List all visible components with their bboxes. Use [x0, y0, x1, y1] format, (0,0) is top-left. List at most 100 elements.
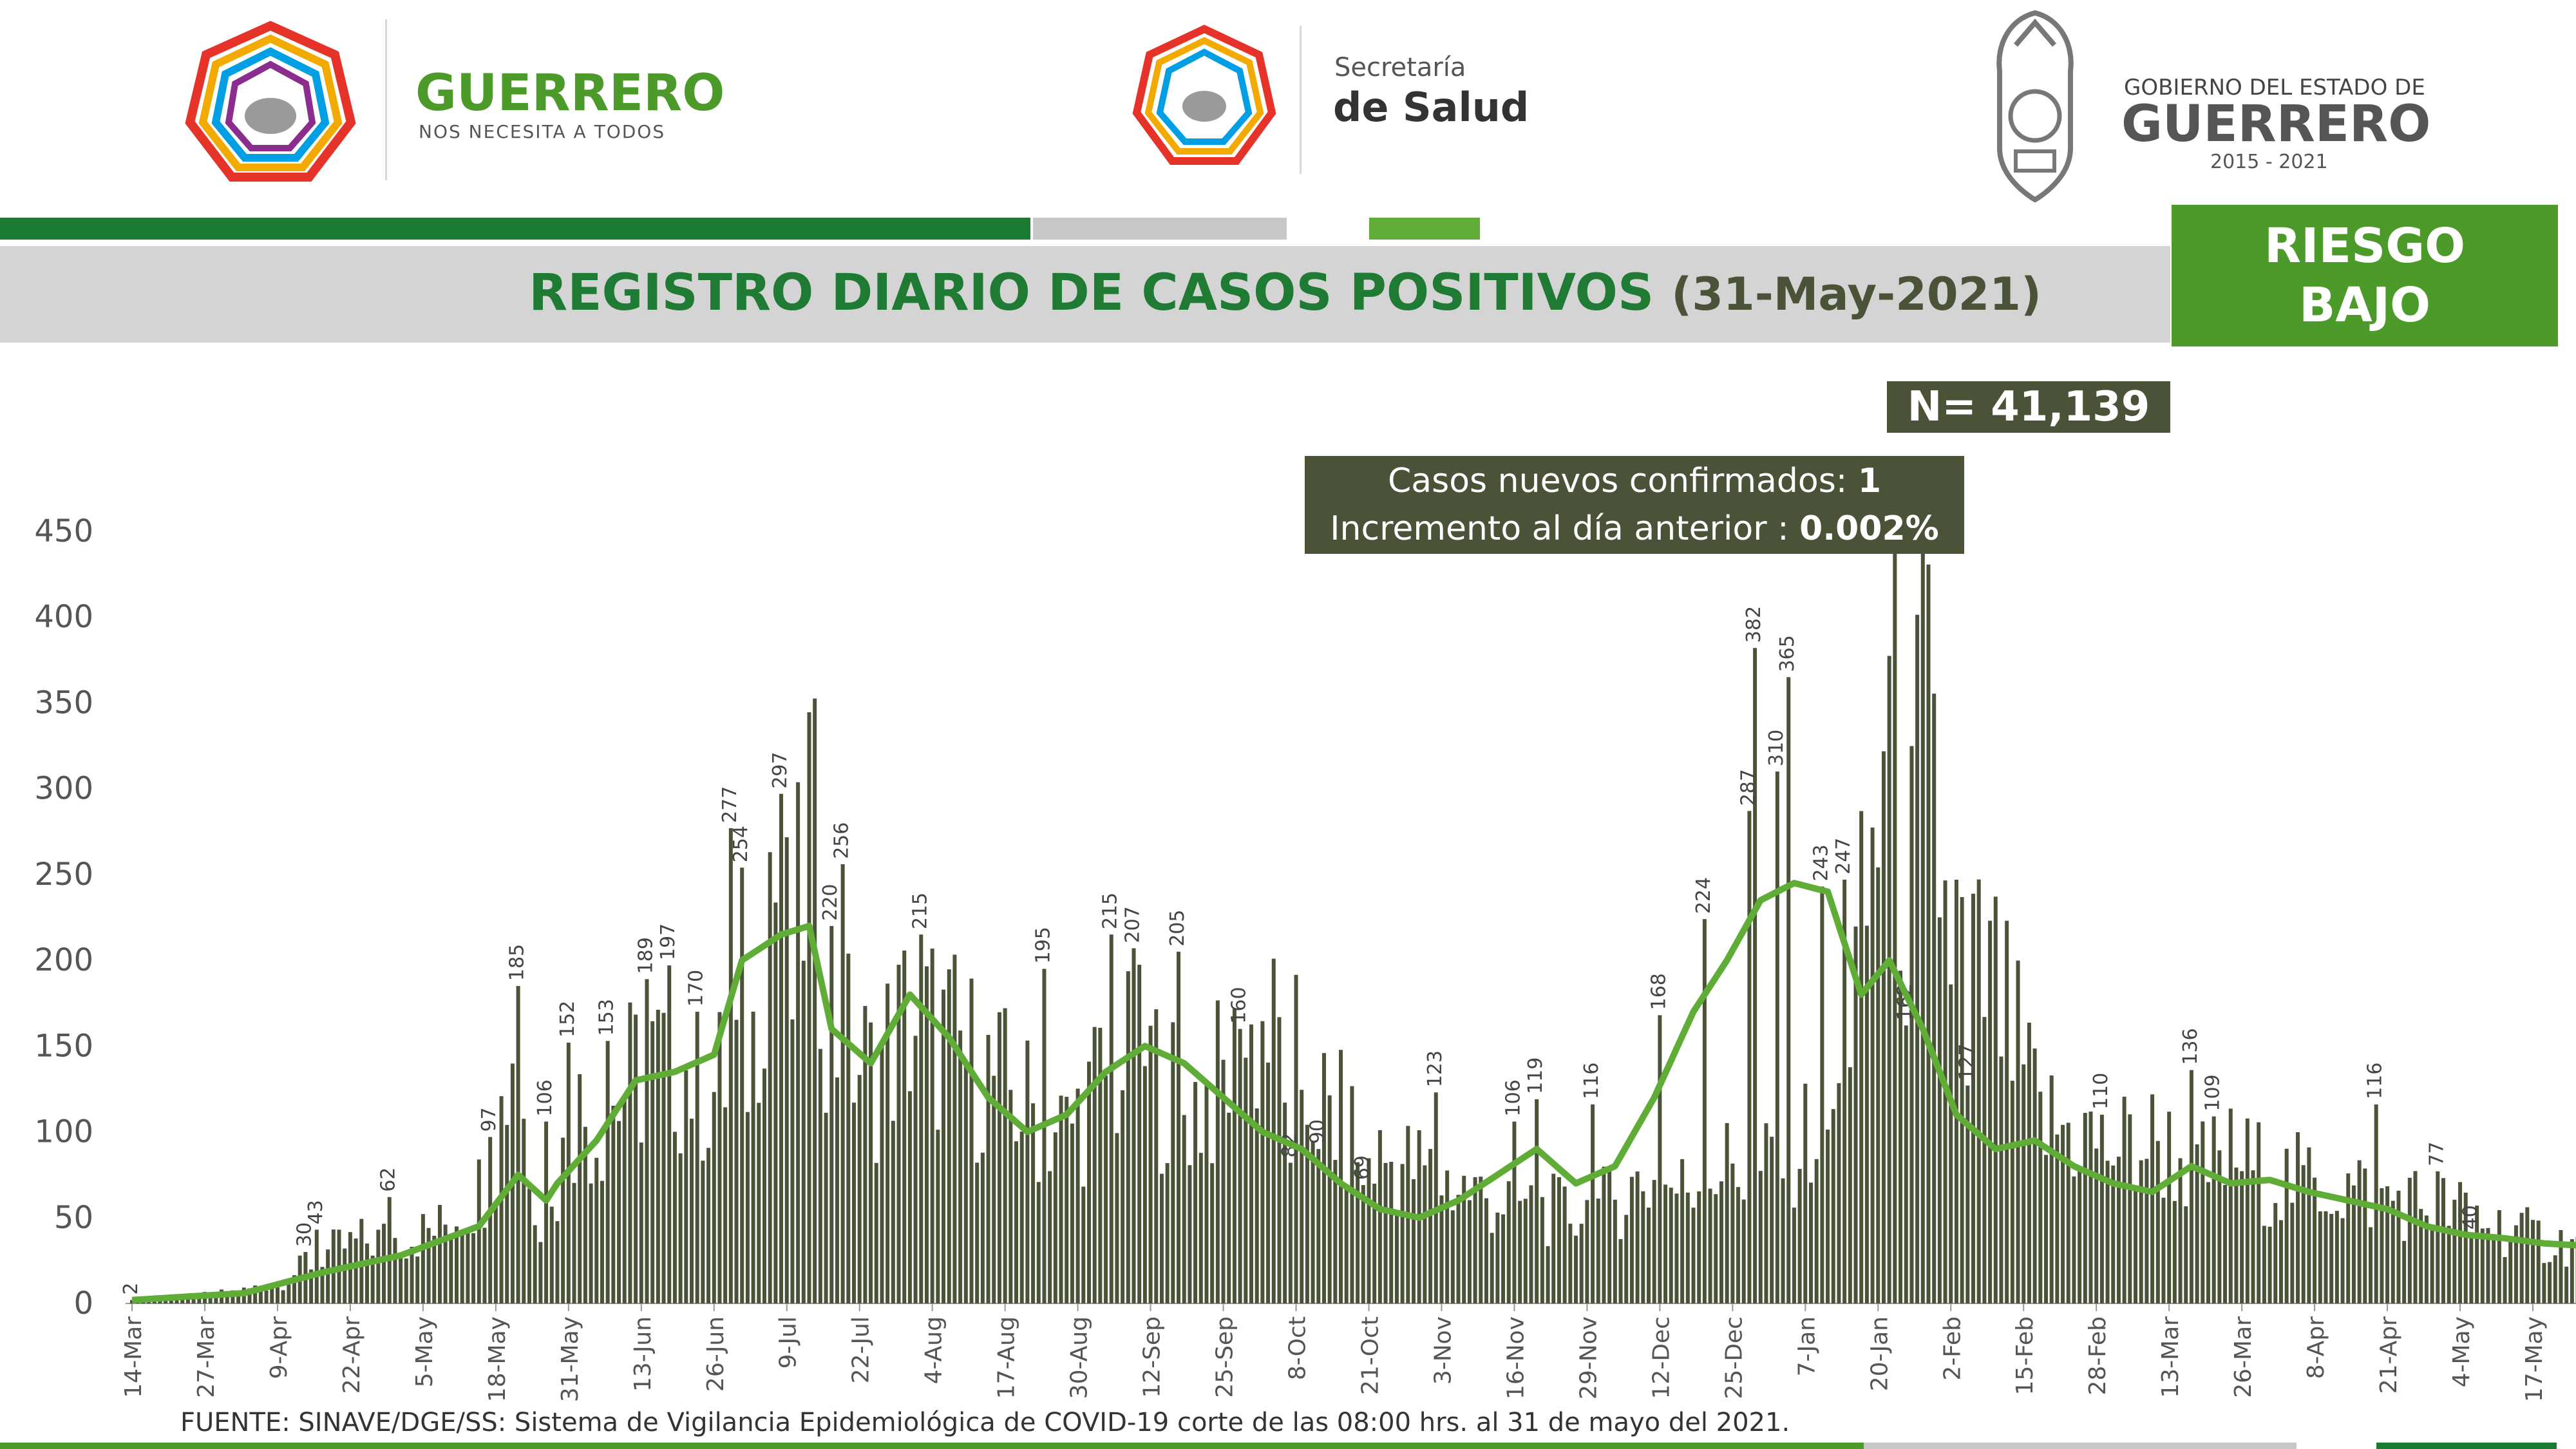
bar — [309, 1269, 314, 1303]
title-line: REGISTRO DIARIO DE CASOS POSITIVOS (31-M… — [529, 264, 2041, 322]
bar — [1305, 1124, 1309, 1303]
bar — [2514, 1225, 2518, 1303]
bar — [270, 1286, 274, 1303]
bar — [1999, 1056, 2003, 1303]
bar — [1770, 1137, 1774, 1303]
bar-value-label: 160 — [1228, 987, 1251, 1023]
bar — [314, 1229, 319, 1303]
bar — [2475, 1206, 2479, 1303]
bar — [326, 1249, 330, 1303]
top-stripe-green — [0, 218, 1030, 240]
bar — [505, 1124, 509, 1303]
bar — [2469, 1235, 2474, 1303]
bar — [130, 1300, 134, 1303]
bar — [1182, 1115, 1186, 1303]
bar — [958, 1030, 963, 1303]
y-tick-label: 250 — [34, 857, 93, 893]
bar — [1350, 1086, 1354, 1303]
bar-value-label: 77 — [2425, 1142, 2448, 1166]
bar — [1831, 1109, 1835, 1303]
bar — [354, 1238, 358, 1303]
bar — [2497, 1210, 2501, 1303]
bar — [1193, 1082, 1198, 1303]
bar — [449, 1237, 453, 1303]
bar — [2334, 1211, 2339, 1303]
bar — [1501, 1214, 1506, 1303]
bar — [997, 1012, 1001, 1303]
bar — [740, 867, 744, 1303]
salud-line2: de Salud — [1333, 84, 1530, 131]
bar — [2245, 1118, 2249, 1303]
bar — [634, 1014, 638, 1303]
bar — [1148, 1025, 1153, 1303]
bar — [1215, 1000, 1220, 1303]
bar — [443, 1224, 448, 1303]
bar — [1394, 1213, 1399, 1303]
bar — [1467, 1200, 1472, 1303]
bar — [2369, 1227, 2372, 1303]
bar-value-label: 43 — [305, 1200, 327, 1224]
bar — [2380, 1188, 2384, 1303]
bar — [1356, 1162, 1360, 1303]
bar — [986, 1034, 990, 1303]
bar — [1473, 1177, 1477, 1303]
x-tick-label: 21-Apr — [2376, 1316, 2402, 1394]
bar — [2061, 1124, 2065, 1303]
bar — [2363, 1168, 2367, 1303]
y-tick-label: 150 — [34, 1028, 93, 1064]
bar — [818, 1048, 822, 1303]
bar — [522, 1119, 526, 1303]
bar — [169, 1300, 173, 1303]
bar — [886, 983, 890, 1303]
y-tick-label: 0 — [73, 1285, 93, 1321]
bar — [180, 1296, 185, 1303]
bar — [1344, 1186, 1349, 1303]
bar — [2189, 1070, 2193, 1303]
bar — [2016, 960, 2020, 1303]
bar — [1652, 1180, 1656, 1303]
bar — [2038, 1092, 2043, 1303]
bar — [1154, 1009, 1159, 1303]
bar — [1042, 969, 1046, 1303]
bar — [1591, 1104, 1595, 1303]
bar — [1607, 1166, 1612, 1303]
bar — [706, 1148, 711, 1303]
bar — [471, 1233, 476, 1303]
bar — [1909, 746, 1914, 1303]
bottom-stripe-dark-green — [2376, 1443, 2557, 1449]
bar — [2324, 1211, 2328, 1303]
bar — [684, 1070, 688, 1303]
bar — [1965, 1085, 1970, 1303]
bar — [661, 1012, 666, 1303]
bar — [281, 1290, 285, 1303]
bar — [2005, 920, 2009, 1303]
bar — [538, 1242, 543, 1303]
x-tick-label: 12-Sep — [1139, 1316, 1166, 1398]
bar — [533, 1225, 537, 1303]
bar — [1529, 1185, 1533, 1303]
bar — [2083, 1113, 2087, 1303]
bar — [1741, 1199, 1746, 1303]
bar — [1585, 1200, 1589, 1303]
bar — [701, 1160, 705, 1303]
guerrero-title: GUERRERO — [415, 64, 725, 122]
bar — [2296, 1132, 2300, 1303]
bar-value-label: 207 — [1122, 906, 1144, 943]
bar-value-label: 197 — [657, 923, 679, 960]
bar — [1383, 1162, 1388, 1303]
bar — [1171, 1022, 1175, 1303]
x-tick-label: 21-Oct — [1357, 1316, 1383, 1395]
bar — [1188, 1165, 1192, 1303]
bar — [555, 1221, 560, 1303]
bar — [292, 1275, 297, 1303]
bar — [561, 1137, 565, 1303]
bar — [2122, 1096, 2126, 1303]
x-tick-label: 25-Dec — [1721, 1316, 1747, 1399]
bar — [488, 1137, 493, 1303]
bar — [2078, 1170, 2082, 1303]
bar — [2290, 1202, 2295, 1303]
bar — [952, 954, 957, 1303]
bar — [1075, 1088, 1080, 1303]
bar — [2273, 1203, 2278, 1303]
top-stripe-light-green — [1369, 218, 1480, 240]
